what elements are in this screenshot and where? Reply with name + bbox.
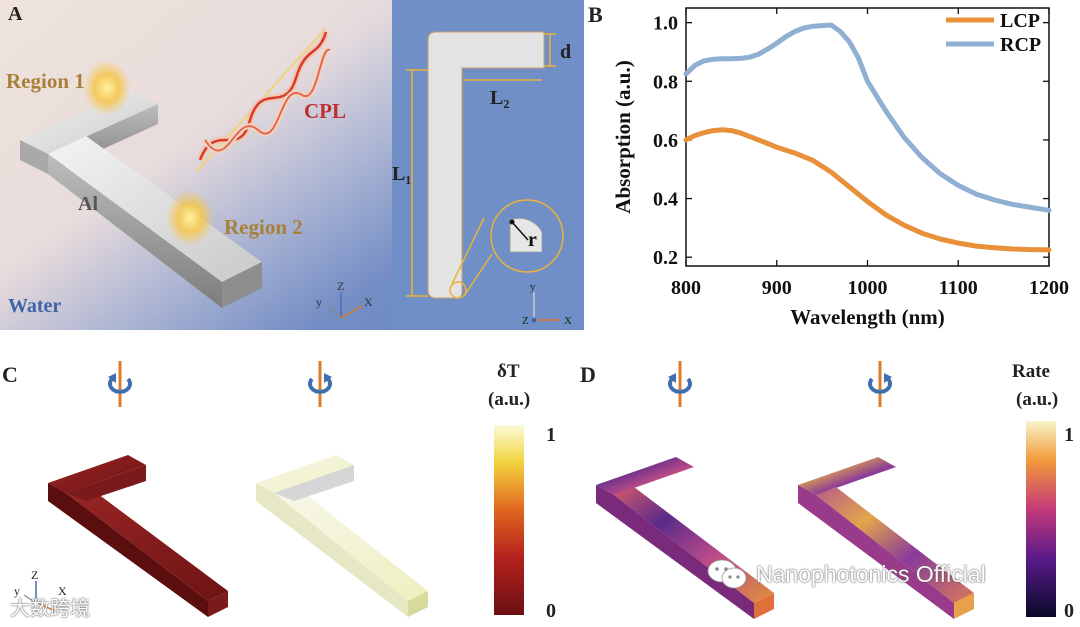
- region-1-label: Region 1: [6, 69, 85, 93]
- corner-radius-zoom: [509, 217, 543, 253]
- x-tick-label: 900: [762, 277, 792, 299]
- y-tick-label: 1.0: [653, 13, 678, 35]
- cpl-label: CPL: [304, 99, 346, 123]
- rcp-temperature-map: [256, 455, 428, 617]
- delta-t-colorbar: [494, 425, 524, 615]
- axis3-y-label: y: [14, 584, 20, 598]
- axis-x-label: X: [364, 295, 373, 309]
- x-tick-label: 1100: [939, 277, 978, 299]
- water-label: Water: [8, 295, 61, 317]
- panel-a-letter: A: [8, 3, 23, 25]
- cpl-helix-icon: [195, 27, 332, 173]
- plot-frame: [685, 7, 1050, 267]
- rcp-rotation-icon-d: [868, 361, 892, 407]
- colorbar-c-max: 1: [546, 424, 556, 446]
- panel-d-figure: Rate (a.u.) 1 0: [596, 361, 1074, 622]
- dim-r-label: r: [528, 229, 537, 251]
- dim-d-label: d: [560, 41, 571, 63]
- panel-a-top-view: d L₂ L₁ r y Z X: [392, 0, 584, 330]
- axis2-z-label: Z: [522, 315, 529, 327]
- watermark-right: Nanophotonics Official: [756, 561, 986, 587]
- watermark-left: 大数跨境: [10, 598, 90, 620]
- axis-triad-icon: [327, 292, 363, 319]
- axis-triad-2-icon: [531, 292, 560, 323]
- dim-l1-label: L₁: [392, 163, 411, 185]
- axis3-z-label: Z: [31, 568, 38, 582]
- axis-z-label: Z: [337, 279, 344, 293]
- region-2-label: Region 2: [224, 215, 303, 239]
- colorbar-d-title: Rate: [1012, 361, 1050, 382]
- colorbar-d-min: 0: [1064, 600, 1074, 622]
- colorbar-d-max: 1: [1064, 424, 1074, 446]
- panel-c-figure: δT (a.u.) 1 0 Z y X: [14, 361, 556, 622]
- axis2-x-label: X: [564, 315, 572, 327]
- al-label: Al: [78, 193, 98, 215]
- lcp-rotation-icon-d: [668, 361, 692, 407]
- axis-triad-3-icon: [23, 581, 57, 612]
- axis3-x-label: X: [58, 584, 67, 598]
- panel-d-letter: D: [580, 362, 596, 387]
- x-tick-label: 800: [671, 277, 701, 299]
- series-line-rcp: [683, 22, 1052, 213]
- panel-c-letter: C: [2, 362, 18, 387]
- axis2-y-label: y: [530, 281, 536, 293]
- x-axis-label: Wavelength (nm): [790, 305, 945, 329]
- dimension-lines: [406, 33, 564, 299]
- colorbar-c-unit: (a.u.): [488, 389, 530, 410]
- l-shape-topview: [427, 31, 545, 299]
- lcp-rate-map: [596, 457, 774, 619]
- y-tick-label: 0.2: [653, 247, 678, 269]
- x-tick-label: 1000: [848, 277, 888, 299]
- lcp-temperature-map: [48, 455, 228, 617]
- legend-label-rcp: RCP: [1000, 34, 1041, 56]
- axis-y-label: y: [316, 295, 322, 309]
- rcp-rate-map: [798, 457, 974, 619]
- panel-b-letter: B: [588, 2, 603, 27]
- y-tick-label: 0.4: [653, 189, 678, 211]
- colorbar-d-unit: (a.u.): [1016, 389, 1058, 410]
- dim-l2-label: L₂: [490, 87, 509, 109]
- x-tick-label: 1200: [1029, 277, 1069, 299]
- rate-colorbar: [1026, 421, 1056, 617]
- colorbar-c-title: δT: [497, 361, 520, 382]
- region-1-hotspot: [83, 60, 131, 116]
- rcp-rotation-icon: [308, 361, 332, 407]
- lcp-rotation-icon: [108, 361, 132, 407]
- panel-a-schematic: A Region 1 Region 2 CPL Al Water Z y X: [0, 0, 392, 330]
- legend-label-lcp: LCP: [1000, 10, 1040, 32]
- series-line-lcp: [683, 127, 1052, 253]
- wechat-icon: [706, 556, 750, 594]
- y-axis-label: Absorption (a.u.): [611, 60, 635, 213]
- colorbar-c-min: 0: [546, 600, 556, 622]
- y-tick-label: 0.6: [653, 130, 678, 152]
- region-2-hotspot: [166, 190, 214, 246]
- y-tick-label: 0.8: [653, 71, 678, 93]
